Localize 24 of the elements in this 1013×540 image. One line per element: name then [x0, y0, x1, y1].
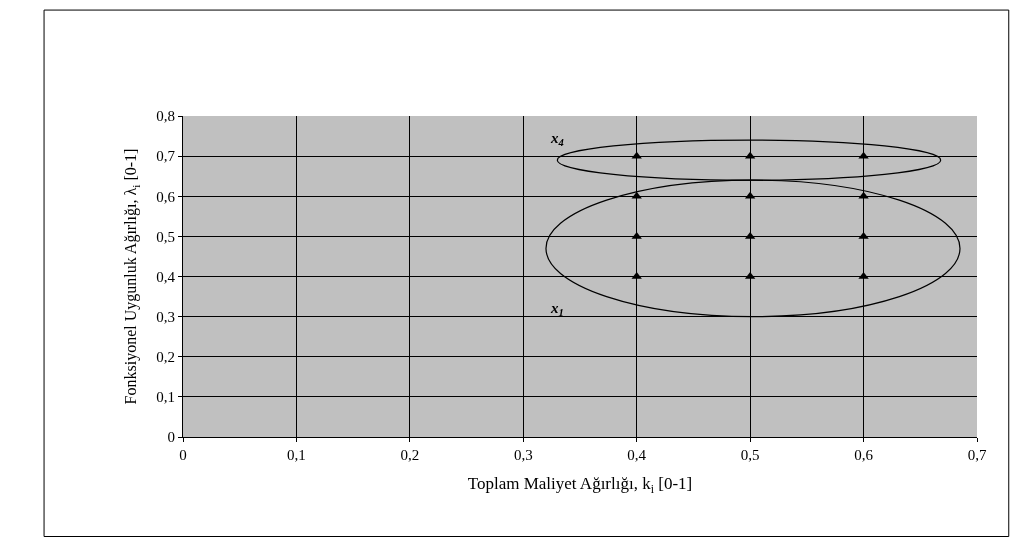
x-tick-label: 0,6 [854, 447, 874, 463]
x-axis-title: Toplam Maliyet Ağırlığı, k$_{i}$ [0-1] [467, 474, 693, 496]
annotation: x$_{4}$ [550, 130, 564, 149]
y-tick-label: 0,7 [156, 148, 176, 165]
y-tick-label: 0 [167, 429, 175, 446]
point [631, 191, 642, 199]
x-tick-label: 0,2 [400, 447, 420, 463]
point [858, 191, 869, 199]
y-tick-label: 0,5 [156, 228, 175, 245]
y-tick-label: 0,2 [156, 349, 175, 365]
annotation: x$_{1}$ [550, 300, 564, 319]
y-tick-label: 0,6 [156, 188, 176, 205]
point [858, 231, 869, 239]
x-tick-label: 0,5 [740, 447, 760, 463]
x-tick-label: 0,3 [513, 447, 533, 463]
y-tick-label: 0,8 [156, 108, 175, 125]
x-tick-label: 0,4 [627, 447, 647, 463]
x-tick-label: 0,7 [967, 447, 987, 463]
point [631, 231, 642, 239]
y-tick-label: 0,1 [156, 389, 175, 406]
y-tick-label: 0,3 [156, 308, 175, 325]
x-tick-label: 0 [179, 447, 187, 463]
y-tick-label: 0,4 [156, 268, 176, 285]
x-tick-label: 0,1 [287, 447, 306, 463]
